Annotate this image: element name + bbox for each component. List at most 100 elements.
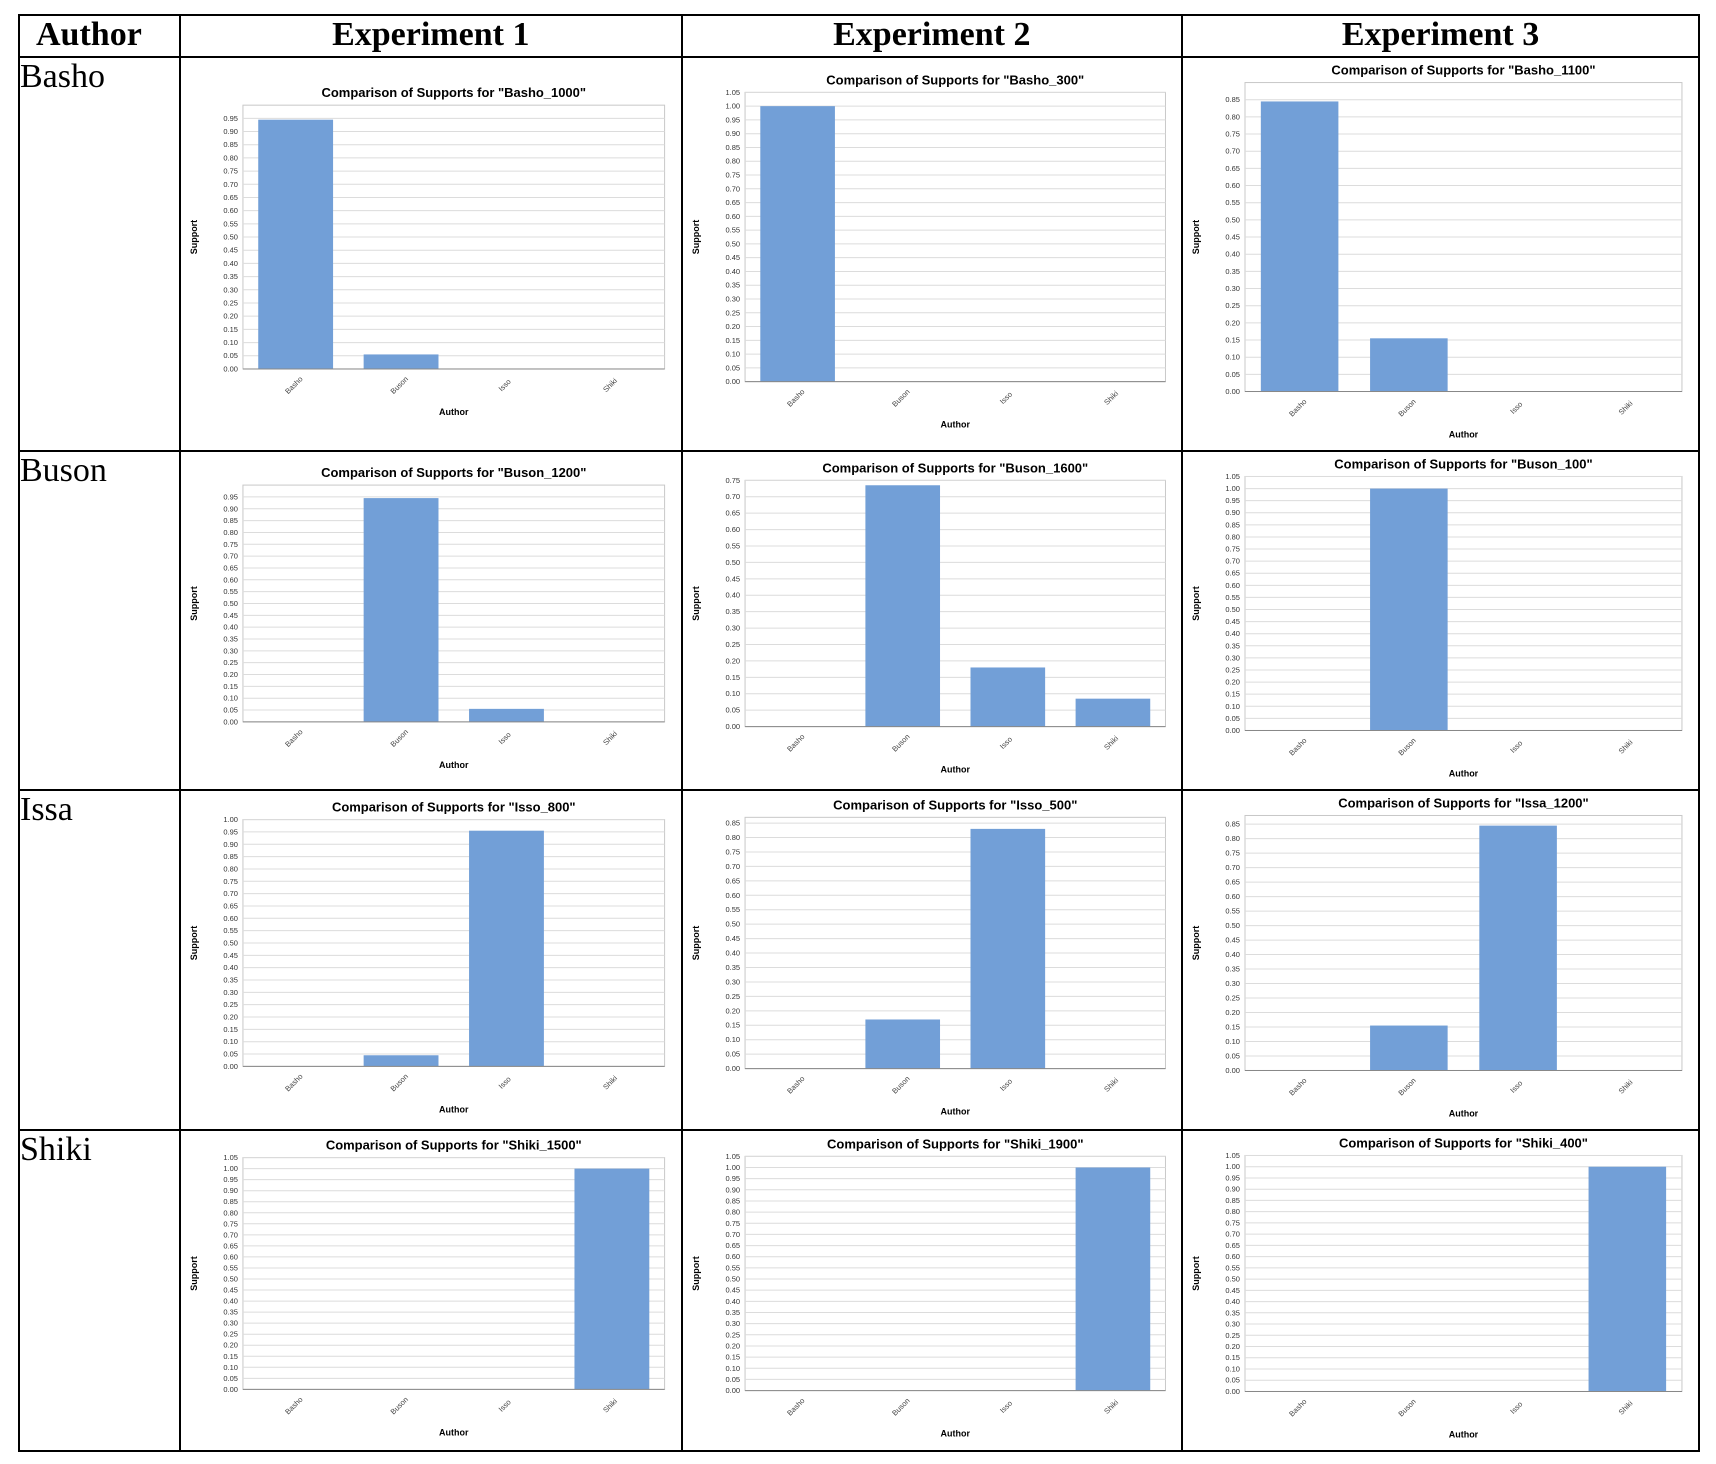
y-tick-label: 0.65 xyxy=(725,198,740,207)
bar-chart: Comparison of Supports for "Issa_1200" 0.… xyxy=(1191,796,1683,1119)
chart-cell: Comparison of Supports for "Basho_300" 0.… xyxy=(680,56,1184,453)
bar-chart: Comparison of Supports for "Shiki_1900" 0… xyxy=(691,1136,1166,1439)
y-tick-label: 0.45 xyxy=(223,246,238,255)
y-tick-label: 0.90 xyxy=(223,840,238,849)
chart-title: Comparison of Supports for "Buson_1200" xyxy=(321,465,586,480)
y-tick-label: 0.90 xyxy=(1225,508,1240,517)
y-tick-label: 0.20 xyxy=(1225,1008,1240,1017)
x-tick-label: Isso xyxy=(998,390,1014,406)
y-tick-label: 0.90 xyxy=(725,1185,740,1194)
x-tick-label: Shiki xyxy=(601,729,619,747)
y-tick-label: 0.40 xyxy=(725,267,740,276)
y-tick-label: 0.90 xyxy=(1225,1185,1240,1194)
y-tick-label: 0.20 xyxy=(223,312,238,321)
plot-area xyxy=(1244,476,1683,732)
chart-title: Comparison of Supports for "Basho_1000" xyxy=(321,85,586,100)
y-tick-label: 0.95 xyxy=(1225,496,1240,505)
bar-buson xyxy=(363,498,439,723)
y-tick-label: 0.55 xyxy=(223,219,238,228)
y-tick-label: 0.10 xyxy=(725,1364,740,1373)
experiment-3-header: Experiment 3 xyxy=(1181,13,1700,59)
y-tick-label: 0.00 xyxy=(223,365,238,374)
y-tick-label: 0.25 xyxy=(1225,301,1240,310)
y-tick-label: 0.45 xyxy=(223,611,238,620)
x-axis-label: Author xyxy=(1449,769,1479,779)
bar-chart: Comparison of Supports for "Basho_1100" 0… xyxy=(1191,63,1683,440)
y-tick-label: 0.65 xyxy=(1225,164,1240,173)
y-tick-label: 0.60 xyxy=(725,525,740,534)
y-tick-label: 0.75 xyxy=(223,1219,238,1228)
y-tick-label: 0.40 xyxy=(223,259,238,268)
y-tick-label: 1.00 xyxy=(223,815,238,824)
x-tick-label: Shiki xyxy=(601,376,619,394)
y-tick-label: 0.75 xyxy=(223,167,238,176)
y-tick-label: 0.85 xyxy=(1225,1196,1240,1205)
y-tick-label: 0.15 xyxy=(223,682,238,691)
y-tick-label: 0.40 xyxy=(1225,1297,1240,1306)
y-axis-label: Support xyxy=(691,586,701,621)
y-tick-label: 0.85 xyxy=(1225,820,1240,829)
y-tick-label: 0.00 xyxy=(725,1064,740,1073)
y-tick-label: 0.75 xyxy=(1225,545,1240,554)
y-tick-label: 0.25 xyxy=(1225,994,1240,1003)
y-tick-label: 0.90 xyxy=(223,504,238,513)
y-tick-label: 1.00 xyxy=(1225,1162,1240,1171)
y-tick-label: 0.50 xyxy=(725,920,740,929)
chart-cell: Comparison of Supports for "Basho_1100" 0… xyxy=(1181,56,1700,453)
y-tick-label: 0.70 xyxy=(725,862,740,871)
table-row: Buson Comparison of Supports for "Buson_… xyxy=(18,450,1700,792)
y-tick-label: 0.05 xyxy=(223,1374,238,1383)
y-tick-label: 0.60 xyxy=(1225,181,1240,190)
x-tick-label: Shiki xyxy=(601,1397,619,1415)
y-tick-label: 0.40 xyxy=(725,949,740,958)
x-tick-label: Basho xyxy=(785,1396,806,1417)
y-tick-label: 0.95 xyxy=(725,116,740,125)
y-tick-label: 0.70 xyxy=(1225,147,1240,156)
y-tick-label: 0.75 xyxy=(725,1219,740,1228)
y-tick-label: 0.50 xyxy=(725,240,740,249)
chart-title: Comparison of Supports for "Shiki_400" xyxy=(1339,1136,1588,1151)
y-tick-label: 0.20 xyxy=(223,1013,238,1022)
y-tick-label: 0.40 xyxy=(725,1297,740,1306)
x-tick-label: Shiki xyxy=(1617,1399,1635,1417)
y-tick-label: 0.15 xyxy=(223,325,238,334)
chart-title: Comparison of Supports for "Shiki_1900" xyxy=(827,1136,1083,1151)
y-tick-label: 0.05 xyxy=(725,706,740,715)
y-axis-label: Support xyxy=(1191,586,1201,620)
y-axis-label: Support xyxy=(691,220,701,255)
y-tick-label: 0.75 xyxy=(725,476,740,485)
bar-buson xyxy=(1370,488,1448,731)
x-tick-label: Shiki xyxy=(1617,1078,1635,1096)
y-axis-label: Support xyxy=(189,586,199,620)
y-axis-label: Support xyxy=(691,926,701,961)
y-tick-label: 0.40 xyxy=(1225,950,1240,959)
y-tick-label: 0.20 xyxy=(223,1341,238,1350)
y-tick-label: 0.85 xyxy=(725,819,740,828)
y-tick-label: 0.50 xyxy=(223,1275,238,1284)
y-tick-label: 0.50 xyxy=(223,939,238,948)
y-tick-label: 0.15 xyxy=(725,673,740,682)
experiment-2-header: Experiment 2 xyxy=(680,13,1184,59)
y-tick-label: 0.50 xyxy=(725,1275,740,1284)
x-axis-label: Author xyxy=(940,1107,970,1117)
y-tick-label: 0.80 xyxy=(725,833,740,842)
y-tick-label: 0.95 xyxy=(725,1174,740,1183)
y-tick-label: 0.55 xyxy=(725,1263,740,1272)
y-tick-label: 0.55 xyxy=(1225,198,1240,207)
y-tick-label: 1.00 xyxy=(223,1164,238,1173)
y-tick-label: 0.25 xyxy=(725,308,740,317)
y-tick-label: 0.70 xyxy=(223,552,238,561)
y-tick-label: 0.90 xyxy=(223,1186,238,1195)
y-tick-label: 0.60 xyxy=(1225,892,1240,901)
y-tick-label: 0.25 xyxy=(223,1330,238,1339)
y-tick-label: 0.35 xyxy=(1225,641,1240,650)
y-axis-label: Support xyxy=(691,1256,701,1291)
y-tick-label: 0.60 xyxy=(725,891,740,900)
x-tick-label: Buson xyxy=(389,728,410,749)
y-tick-label: 0.65 xyxy=(223,1241,238,1250)
y-tick-label: 0.55 xyxy=(223,587,238,596)
y-tick-label: 1.05 xyxy=(1225,472,1240,481)
x-axis-label: Author xyxy=(1449,430,1479,440)
y-tick-label: 0.80 xyxy=(1225,834,1240,843)
y-tick-label: 0.15 xyxy=(223,1352,238,1361)
